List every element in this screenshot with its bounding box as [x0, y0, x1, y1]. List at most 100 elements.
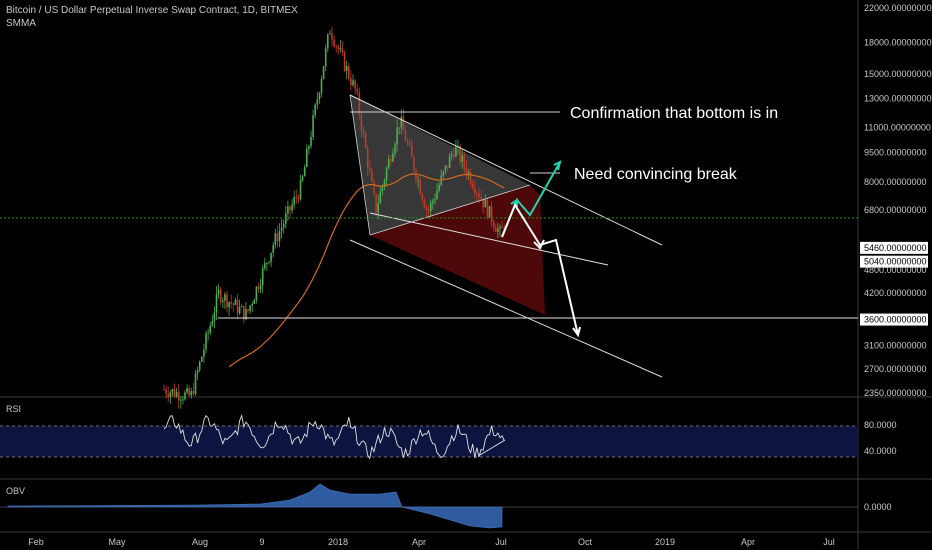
time-tick-label: Jul [495, 537, 507, 547]
price-axis[interactable]: 22000.00000000 18000.00000000 15000.000000… [860, 3, 932, 398]
candle-body [356, 88, 359, 93]
annotation-convincing-break: Need convincing break [574, 166, 738, 183]
price-level-badge [860, 241, 928, 254]
candle-body [238, 306, 241, 314]
candle-body [392, 153, 394, 162]
candle-body [413, 156, 415, 171]
candle-body [453, 154, 455, 157]
candle-body [295, 197, 298, 198]
candle-body [474, 187, 476, 194]
candle-body [167, 393, 170, 398]
time-tick-label: Feb [28, 537, 44, 547]
candle-body [274, 233, 277, 246]
candle-body [188, 388, 191, 396]
candle-body [429, 202, 432, 212]
candle-body [213, 312, 216, 322]
candle-body [320, 79, 323, 94]
candle-body [377, 203, 380, 213]
candle-body [327, 34, 329, 49]
price-tick-label: 5040.00000000 [864, 257, 927, 267]
candle-body [369, 167, 371, 171]
candle-body [291, 204, 293, 211]
upper-trendline[interactable] [349, 94, 663, 246]
candle-body [230, 302, 233, 304]
price-level-badge [860, 313, 928, 326]
candle-body [486, 199, 489, 218]
time-tick-label: 2018 [328, 537, 348, 547]
candle-body [245, 309, 247, 320]
candle-body [427, 209, 430, 212]
smma-line [228, 173, 505, 368]
candle-body [478, 193, 480, 198]
lower-trendline[interactable] [349, 239, 663, 378]
price-tick-label: 2700.00000000 [864, 364, 927, 374]
price-tick-label: 2350.00000000 [864, 388, 927, 398]
candle-body [495, 227, 497, 233]
candle-body [249, 305, 251, 312]
price-tick-label: 15000.00000000 [864, 69, 932, 79]
candle-body [177, 391, 180, 401]
candle-body [497, 228, 499, 233]
price-tick-label: 4800.00000000 [864, 265, 927, 275]
indicator-label: SMMA [6, 18, 36, 29]
candle-body [358, 92, 361, 115]
candle-body [266, 263, 268, 264]
candle-body [297, 197, 300, 200]
candle-body [310, 137, 312, 147]
candle-body [324, 48, 327, 67]
price-tick-label: 4200.00000000 [864, 288, 927, 298]
candle-body [165, 389, 167, 394]
candle-body [465, 166, 468, 175]
candle-body [251, 303, 254, 306]
candle-body [316, 99, 319, 105]
time-axis[interactable]: Feb May Aug 9 2018 Apr Jul Oct 2019 Apr Jul [28, 537, 835, 547]
candle-body [492, 221, 495, 228]
candle-body [362, 130, 365, 134]
candle-body [285, 213, 287, 224]
candle-body [421, 193, 424, 201]
candle-body [243, 305, 245, 320]
candle-body [400, 116, 403, 128]
candle-body [390, 159, 392, 162]
candle-body [270, 252, 272, 262]
wedge-left-edge[interactable] [349, 94, 371, 236]
wedge-rising-line[interactable] [369, 184, 531, 236]
candle-body [354, 80, 356, 89]
candle-body [417, 179, 419, 181]
candle-body [404, 130, 407, 142]
candle-body [240, 305, 243, 307]
candle-body [333, 39, 335, 47]
candle-body [335, 46, 338, 47]
obv-pane-label: OBV [6, 486, 25, 496]
candle-body [272, 245, 275, 253]
candle-body [268, 261, 270, 264]
candle-body [364, 133, 367, 149]
candle-body [408, 143, 411, 146]
candle-body [198, 361, 201, 371]
candle-body [171, 389, 174, 393]
candle-body [352, 80, 354, 86]
candlestick-series [163, 27, 506, 409]
candle-body [379, 191, 382, 204]
candle-body [196, 370, 199, 374]
candle-body [383, 180, 386, 186]
candle-body [203, 349, 205, 357]
annotation-bottom-confirmation: Confirmation that bottom is in [570, 105, 778, 122]
candle-body [480, 197, 482, 200]
mid-trendline[interactable] [369, 212, 609, 266]
candle-body [175, 391, 178, 397]
price-tick-label: 13000.00000000 [864, 94, 932, 104]
rsi-trendline [479, 439, 506, 456]
candle-body [163, 389, 165, 391]
price-level-badge [860, 255, 928, 268]
triangle-wedge [350, 95, 530, 235]
candle-body [173, 389, 176, 397]
candle-body [385, 168, 388, 181]
candle-body [280, 227, 283, 232]
candle-body [264, 263, 266, 269]
candle-body [442, 171, 445, 176]
candle-body [343, 52, 346, 71]
candle-body [469, 172, 472, 184]
candle-body [398, 127, 401, 129]
